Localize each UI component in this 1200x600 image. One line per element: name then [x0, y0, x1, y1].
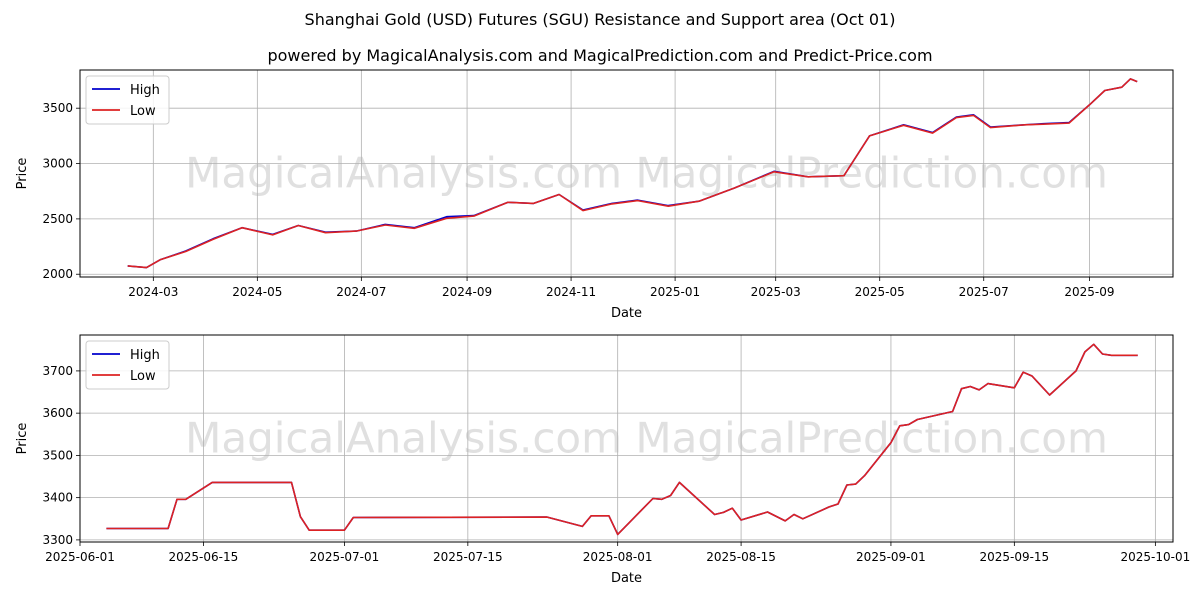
- y-tick-label: 3300: [42, 533, 73, 547]
- legend-box: [85, 75, 170, 125]
- chart-panel-2: MagicalAnalysis.com MagicalPrediction.co…: [15, 334, 1190, 586]
- legend: High Low: [85, 340, 170, 390]
- y-axis-label: Price: [15, 423, 30, 455]
- chart-panel-1: MagicalAnalysis.com MagicalPrediction.co…: [15, 69, 1174, 321]
- x-tick-label: 2025-10-01: [1120, 550, 1190, 564]
- legend-label-high: High: [130, 83, 160, 98]
- y-tick-label: 2500: [42, 212, 73, 226]
- y-tick-label: 3500: [42, 448, 73, 462]
- legend-label-low: Low: [130, 369, 156, 384]
- series-line-low: [106, 343, 1138, 536]
- watermark: MagicalAnalysis.com MagicalPrediction.co…: [185, 414, 1108, 463]
- x-axis-label: Date: [611, 571, 642, 586]
- x-tick-label: 2025-09-15: [979, 550, 1049, 564]
- watermark: MagicalAnalysis.com MagicalPrediction.co…: [185, 149, 1108, 198]
- x-tick-label: 2025-03: [751, 285, 801, 299]
- legend-box: [85, 340, 170, 390]
- y-axis-label: Price: [15, 158, 30, 190]
- x-tick-label: 2025-08-01: [583, 550, 653, 564]
- y-tick-label: 2000: [42, 267, 73, 281]
- x-tick-label: 2025-07: [959, 285, 1009, 299]
- x-tick-label: 2024-09: [442, 285, 492, 299]
- x-tick-label: 2025-07-01: [310, 550, 380, 564]
- x-tick-label: 2025-01: [650, 285, 700, 299]
- y-tick-label: 3700: [42, 364, 73, 378]
- x-tick-label: 2025-08-15: [706, 550, 776, 564]
- legend-label-high: High: [130, 348, 160, 363]
- x-tick-label: 2025-09-01: [856, 550, 926, 564]
- y-tick-label: 3500: [42, 101, 73, 115]
- x-tick-label: 2024-05: [232, 285, 282, 299]
- legend-label-low: Low: [130, 104, 156, 119]
- x-tick-label: 2024-03: [128, 285, 178, 299]
- y-tick-label: 3600: [42, 406, 73, 420]
- y-tick-label: 3000: [42, 157, 73, 171]
- x-tick-label: 2025-06-15: [169, 550, 239, 564]
- x-tick-label: 2025-05: [855, 285, 905, 299]
- y-tick-label: 3400: [42, 491, 73, 505]
- chart-title: Shanghai Gold (USD) Futures (SGU) Resist…: [304, 10, 896, 29]
- chart-subtitle: powered by MagicalAnalysis.com and Magic…: [267, 46, 933, 65]
- x-axis-label: Date: [611, 306, 642, 321]
- plot-frame: [79, 69, 1174, 278]
- x-tick-label: 2025-09: [1064, 285, 1114, 299]
- x-tick-label: 2025-07-15: [433, 550, 503, 564]
- x-tick-label: 2025-06-01: [45, 550, 115, 564]
- x-tick-label: 2024-11: [546, 285, 596, 299]
- legend: High Low: [85, 75, 170, 125]
- series-line-low: [127, 78, 1138, 269]
- x-tick-label: 2024-07: [336, 285, 386, 299]
- plot-frame: [79, 334, 1174, 543]
